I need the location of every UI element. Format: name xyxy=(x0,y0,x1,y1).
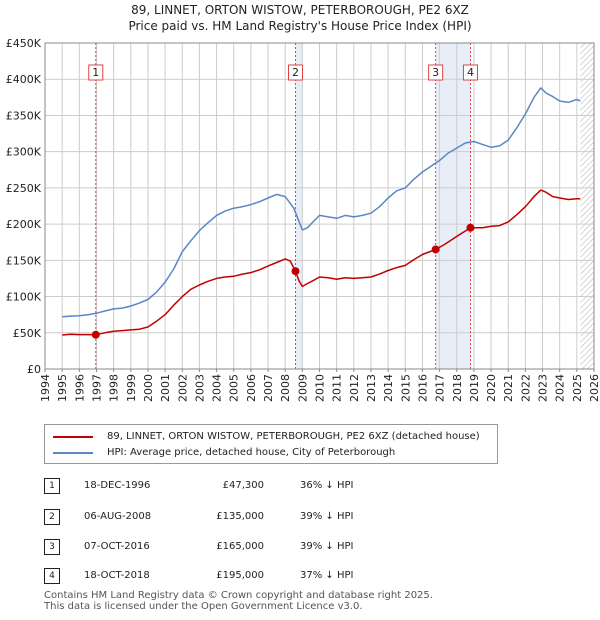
x-tick-label: 2003 xyxy=(193,374,206,402)
sale-label-box xyxy=(287,64,303,81)
x-tick-label: 1994 xyxy=(39,374,52,402)
legend-item-hpi: HPI: Average price, detached house, City… xyxy=(53,447,395,459)
x-tick-label: 2004 xyxy=(211,374,224,402)
sale-label: 4 xyxy=(467,66,474,79)
x-tick-label: 1997 xyxy=(90,374,103,402)
sale-point xyxy=(466,223,475,232)
shaded-band xyxy=(295,43,303,369)
transaction-date: 07-OCT-2016 xyxy=(84,541,150,552)
x-tick-label: 2017 xyxy=(434,374,447,402)
x-tick-label: 2025 xyxy=(571,374,584,402)
transaction-hpi: 39% ↓ HPI xyxy=(300,511,354,522)
transaction-hpi: 37% ↓ HPI xyxy=(300,570,354,581)
chart-title: 89, LINNET, ORTON WISTOW, PETERBOROUGH, … xyxy=(131,3,469,17)
x-tick-label: 2026 xyxy=(588,374,600,402)
chart-subtitle: Price paid vs. HM Land Registry's House … xyxy=(128,19,472,33)
sale-point xyxy=(91,330,100,339)
legend-swatch-hpi xyxy=(53,452,93,454)
y-tick-label: £50K xyxy=(13,327,42,340)
transaction-price: £165,000 xyxy=(216,541,264,552)
sale-label-box xyxy=(88,64,104,81)
transaction-hpi: 36% ↓ HPI xyxy=(300,480,354,491)
sale-point xyxy=(291,267,300,276)
transaction-date: 06-AUG-2008 xyxy=(84,511,152,522)
transaction-badge: 4 xyxy=(44,568,60,584)
sale-label: 3 xyxy=(432,66,439,79)
x-tick-label: 2019 xyxy=(468,374,481,402)
shaded-band xyxy=(435,43,471,369)
transaction-date: 18-OCT-2018 xyxy=(84,570,150,581)
transaction-badge: 1 xyxy=(44,478,60,494)
transaction-price: £47,300 xyxy=(222,480,264,491)
y-tick-label: £450K xyxy=(6,37,42,50)
hpi-line xyxy=(62,87,581,318)
x-tick-label: 2010 xyxy=(314,374,327,402)
x-tick-label: 2014 xyxy=(382,374,395,402)
x-tick-label: 2015 xyxy=(399,374,412,402)
x-tick-label: 2013 xyxy=(365,374,378,402)
x-tick-label: 2018 xyxy=(451,374,464,402)
y-tick-label: £300K xyxy=(6,146,42,159)
transaction-price: £135,000 xyxy=(216,511,264,522)
x-tick-label: 2000 xyxy=(142,374,155,402)
y-tick-label: £250K xyxy=(6,182,42,195)
transaction-badge: 2 xyxy=(44,509,60,525)
x-tick-label: 2023 xyxy=(537,374,550,402)
y-tick-label: £350K xyxy=(6,109,42,122)
x-tick-label: 1998 xyxy=(108,374,121,402)
property-price-line xyxy=(62,189,581,336)
sale-point xyxy=(431,245,440,254)
transaction-price: £195,000 xyxy=(216,570,264,581)
x-tick-label: 2002 xyxy=(176,374,189,402)
chart-legend: 89, LINNET, ORTON WISTOW, PETERBOROUGH, … xyxy=(44,424,498,464)
x-tick-label: 2022 xyxy=(519,374,532,402)
transaction-date: 18-DEC-1996 xyxy=(84,480,151,491)
y-tick-label: £200K xyxy=(6,218,42,231)
x-tick-label: 1995 xyxy=(56,374,69,402)
sale-label-box xyxy=(462,64,478,81)
x-tick-label: 2007 xyxy=(262,374,275,402)
transaction-row: 4 18-OCT-2018 £195,000 37% ↓ HPI xyxy=(44,566,444,586)
y-tick-label: £0 xyxy=(27,363,41,376)
forecast-hatch xyxy=(580,43,594,369)
y-tick-label: £100K xyxy=(6,291,42,304)
x-tick-label: 1996 xyxy=(73,374,86,402)
footer-licence: This data is licensed under the Open Gov… xyxy=(44,601,363,612)
y-tick-label: £400K xyxy=(6,73,42,86)
transaction-badge: 3 xyxy=(44,539,60,555)
x-tick-label: 2006 xyxy=(245,374,258,402)
x-tick-label: 2001 xyxy=(159,374,172,402)
y-tick-label: £150K xyxy=(6,254,42,267)
x-tick-label: 2020 xyxy=(485,374,498,402)
transaction-hpi: 39% ↓ HPI xyxy=(300,541,354,552)
transaction-row: 1 18-DEC-1996 £47,300 36% ↓ HPI xyxy=(44,476,444,496)
sale-label-box xyxy=(428,64,444,81)
x-tick-label: 2021 xyxy=(502,374,515,402)
transaction-row: 3 07-OCT-2016 £165,000 39% ↓ HPI xyxy=(44,537,444,557)
sale-label: 1 xyxy=(92,66,99,79)
sale-label: 2 xyxy=(292,66,299,79)
x-tick-label: 2008 xyxy=(279,374,292,402)
legend-item-property: 89, LINNET, ORTON WISTOW, PETERBOROUGH, … xyxy=(53,431,480,443)
x-tick-label: 2005 xyxy=(228,374,241,402)
legend-label-property: 89, LINNET, ORTON WISTOW, PETERBOROUGH, … xyxy=(107,431,480,442)
footer-copyright: Contains HM Land Registry data © Crown c… xyxy=(44,590,433,601)
x-tick-label: 2011 xyxy=(331,374,344,402)
transaction-row: 2 06-AUG-2008 £135,000 39% ↓ HPI xyxy=(44,507,444,527)
x-tick-label: 2016 xyxy=(416,374,429,402)
x-tick-label: 1999 xyxy=(125,374,138,402)
legend-swatch-property xyxy=(53,436,93,438)
x-tick-label: 2024 xyxy=(554,374,567,402)
price-chart: 1 2 3 4 £0 £50K £100K £150K £200K £250K £300K £350K… xyxy=(6,37,600,402)
x-tick-label: 2009 xyxy=(296,374,309,402)
legend-label-hpi: HPI: Average price, detached house, City… xyxy=(107,447,396,458)
x-tick-label: 2012 xyxy=(348,374,361,402)
